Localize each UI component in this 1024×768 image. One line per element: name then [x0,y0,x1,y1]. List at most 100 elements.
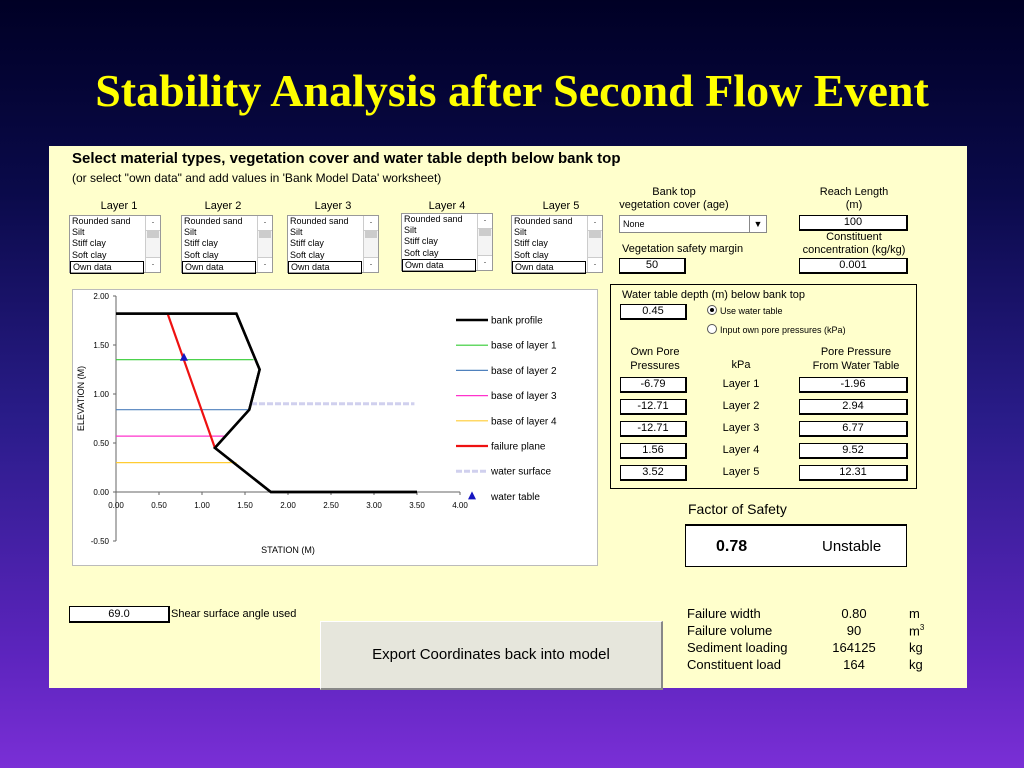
own-pressure-layer-2[interactable]: -12.71 [620,399,687,415]
list-item[interactable]: Silt [290,227,303,238]
list-item-selected[interactable]: Own data [512,260,586,274]
list-item[interactable]: Soft clay [184,249,219,260]
own-pressure-layer-1[interactable]: -6.79 [620,377,687,393]
list-item[interactable]: Silt [184,227,197,238]
wt-pressure-layer-1: -1.96 [799,377,908,393]
wt-pressure-header-line2: From Water Table [812,360,900,372]
scroll-up-icon[interactable]: · [478,214,492,229]
scroll-up-icon[interactable]: · [364,216,378,231]
water-table-depth-field[interactable]: 0.45 [620,304,687,320]
scroll-up-icon[interactable]: · [588,216,602,231]
list-scrollbar[interactable]: · · [363,216,378,272]
list-item-selected[interactable]: Own data [402,258,476,272]
stability-status: Unstable [822,538,882,555]
layer-4-material-list[interactable]: Rounded sand Silt Stiff clay Soft clay O… [401,213,493,272]
scroll-thumb[interactable] [259,231,271,238]
x-tick-label: 0.00 [108,501,124,510]
list-item[interactable]: Soft clay [514,249,549,260]
row-layer-5-label: Layer 5 [722,466,760,478]
layer-4-label: Layer 4 [428,200,466,212]
y-tick-label: 1.50 [93,341,109,350]
wt-pressure-layer-5: 12.31 [799,465,908,481]
own-pressure-layer-5[interactable]: 3.52 [620,465,687,481]
layer-1-material-list[interactable]: Rounded sand Silt Stiff clay Soft clay O… [69,215,161,274]
scroll-down-icon[interactable]: · [258,257,272,272]
vegetation-margin-label: Vegetation safety margin [622,243,744,255]
radio-selected-icon[interactable] [707,305,717,315]
layer-3-material-list[interactable]: Rounded sand Silt Stiff clay Soft clay O… [287,215,379,274]
scroll-thumb[interactable] [589,231,601,238]
result-value: 164 [843,657,865,672]
chevron-down-icon[interactable]: ▼ [749,216,766,232]
list-scrollbar[interactable]: · · [257,216,272,272]
vegetation-select-value: None [623,219,645,229]
layer-1-label: Layer 1 [100,200,138,212]
row-layer-3-label: Layer 3 [722,422,760,434]
list-item[interactable]: Stiff clay [184,238,218,249]
list-scrollbar[interactable]: · · [477,214,492,270]
x-tick-label: 2.00 [280,501,296,510]
list-item[interactable]: Soft clay [72,249,107,260]
list-item-selected[interactable]: Own data [70,260,144,274]
wt-pressure-layer-4: 9.52 [799,443,908,459]
result-unit-text: m [909,623,920,639]
own-pore-header-line2: Pressures [630,360,680,372]
result-row: Failure width 0.80 m [687,606,937,623]
list-item[interactable]: Rounded sand [404,214,463,224]
result-unit-superscript: 3 [919,623,925,632]
radio-icon[interactable] [707,324,717,334]
list-item-selected[interactable]: Own data [288,260,362,274]
scroll-up-icon[interactable]: · [258,216,272,231]
x-tick-label: 0.50 [151,501,167,510]
constituent-label-line2: concentration (kg/kg) [802,244,906,256]
use-water-table-option[interactable]: Use water table [707,305,783,316]
input-pore-pressures-label: Input own pore pressures (kPa) [720,325,846,335]
list-item[interactable]: Silt [514,227,527,238]
export-coordinates-button[interactable]: Export Coordinates back into model [320,621,663,690]
vegetation-select[interactable]: None ▼ [619,215,767,233]
scroll-down-icon[interactable]: · [146,257,160,272]
list-scrollbar[interactable]: · · [145,216,160,272]
layer-5-material-list[interactable]: Rounded sand Silt Stiff clay Soft clay O… [511,215,603,274]
wt-pressure-layer-3: 6.77 [799,421,908,437]
legend-base-of-layer-4-label: base of layer 4 [491,416,557,427]
list-item[interactable]: Soft clay [404,247,439,258]
layer-2-label: Layer 2 [204,200,242,212]
result-unit: m3 [909,623,924,638]
list-item[interactable]: Stiff clay [72,238,106,249]
y-tick-label: 0.50 [93,439,109,448]
own-pressure-layer-3[interactable]: -12.71 [620,421,687,437]
scroll-up-icon[interactable]: · [146,216,160,231]
scroll-down-icon[interactable]: · [588,257,602,272]
list-scrollbar[interactable]: · · [587,216,602,272]
scroll-thumb[interactable] [147,231,159,238]
list-item[interactable]: Soft clay [290,249,325,260]
scroll-down-icon[interactable]: · [364,257,378,272]
reach-length-field[interactable]: 100 [799,215,908,231]
constituent-label: Constituent concentration (kg/kg) [789,231,919,257]
list-item[interactable]: Stiff clay [290,238,324,249]
scroll-thumb[interactable] [479,229,491,236]
kpa-header: kPa [731,359,751,371]
scroll-down-icon[interactable]: · [478,255,492,270]
list-item[interactable]: Rounded sand [290,216,349,226]
water-table-heading: Water table depth (m) below bank top [622,289,806,301]
list-item[interactable]: Silt [72,227,85,238]
y-tick-label: -0.50 [91,537,110,546]
input-pore-pressures-option[interactable]: Input own pore pressures (kPa) [707,324,846,335]
own-pressure-layer-4[interactable]: 1.56 [620,443,687,459]
list-item[interactable]: Stiff clay [514,238,548,249]
list-item[interactable]: Stiff clay [404,236,438,247]
y-tick-label: 0.00 [93,488,109,497]
list-item[interactable]: Rounded sand [514,216,573,226]
list-item-selected[interactable]: Own data [182,260,256,274]
shear-angle-field[interactable]: 69.0 [69,606,170,623]
list-item[interactable]: Rounded sand [184,216,243,226]
result-value: 0.80 [841,606,867,621]
layer-2-material-list[interactable]: Rounded sand Silt Stiff clay Soft clay O… [181,215,273,274]
list-item[interactable]: Rounded sand [72,216,131,226]
list-item[interactable]: Silt [404,225,417,236]
scroll-thumb[interactable] [365,231,377,238]
constituent-field[interactable]: 0.001 [799,258,908,274]
vegetation-margin-field[interactable]: 50 [619,258,686,274]
